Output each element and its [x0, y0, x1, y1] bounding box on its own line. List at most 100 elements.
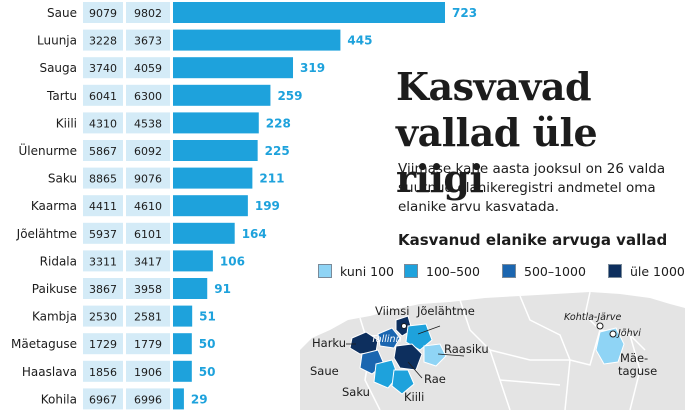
- bar-value-label: 164: [242, 227, 267, 241]
- bar-value-label: 199: [255, 199, 280, 213]
- map-legend: kuni 100 100–500 500–1000 üle 1000: [318, 261, 685, 281]
- population-before-box: [83, 222, 123, 244]
- population-after-label: 9802: [134, 7, 162, 20]
- legend-item-over-1000: üle 1000: [608, 261, 685, 281]
- population-after-label: 2581: [134, 311, 162, 324]
- legend-swatch: [404, 264, 418, 278]
- bar-value-label: 259: [277, 89, 302, 103]
- population-before-label: 5867: [89, 145, 117, 158]
- bar-value-label: 225: [265, 144, 290, 158]
- bar-value-label: 50: [199, 365, 216, 379]
- population-after-label: 9076: [134, 173, 162, 186]
- legend-label: üle 1000: [630, 263, 685, 279]
- map-tallinn: [377, 327, 401, 349]
- bar: [173, 167, 253, 189]
- legend-swatch: [318, 264, 332, 278]
- population-before-box: [83, 305, 123, 327]
- population-after-box: [126, 250, 170, 272]
- population-after-label: 6996: [134, 393, 162, 406]
- map-label-saku: Saku: [342, 385, 370, 399]
- population-before-label: 9079: [89, 7, 117, 20]
- bar: [173, 2, 445, 23]
- map-label-johvi: Jõhvi: [618, 328, 641, 339]
- category-label: Jõelähtme: [16, 227, 77, 241]
- population-after-label: 6101: [134, 228, 162, 241]
- population-after-box: [126, 29, 170, 51]
- map-label-viimsi: Viimsi: [375, 304, 410, 318]
- population-before-box: [83, 278, 123, 299]
- map-label-tallinn: Tallinn: [371, 334, 402, 345]
- map-borders: [359, 291, 646, 410]
- population-before-label: 3867: [89, 283, 117, 296]
- population-before-box: [83, 360, 123, 382]
- category-label: Tartu: [46, 89, 77, 103]
- bar: [173, 333, 192, 355]
- map-label-maetaguse-1: Mäe-: [620, 351, 649, 365]
- population-after-label: 3673: [134, 35, 162, 48]
- population-after-box: [126, 167, 170, 189]
- bar: [173, 57, 294, 79]
- johvi-marker: [609, 330, 617, 338]
- map-rae: [393, 343, 423, 371]
- map-shapes: [300, 291, 685, 410]
- population-before-label: 5937: [89, 228, 117, 241]
- bar: [173, 360, 192, 382]
- leader-lines: [346, 325, 465, 379]
- bar: [173, 112, 259, 134]
- population-before-label: 4310: [89, 117, 117, 130]
- bar-value-label: 106: [220, 254, 245, 268]
- category-label: Mäetaguse: [11, 337, 77, 351]
- category-label: Ridala: [40, 254, 77, 268]
- population-before-label: 1856: [89, 366, 117, 379]
- population-before-label: 1729: [89, 338, 117, 351]
- category-label: Paikuse: [32, 282, 77, 296]
- bar: [173, 250, 213, 272]
- map-label-joelahtme: Jõelähtme: [417, 304, 475, 318]
- population-before-label: 4411: [89, 200, 117, 213]
- population-before-box: [83, 388, 123, 410]
- category-label: Kaarma: [31, 199, 77, 213]
- population-after-box: [126, 360, 170, 382]
- bar-value-label: 211: [259, 172, 284, 186]
- headline: Kasvavad vallad üle riigi: [396, 64, 681, 202]
- map-label-kohtla-jarve: Kohtla-Järve: [564, 312, 622, 323]
- population-before-box: [83, 167, 123, 189]
- population-before-label: 6967: [89, 393, 117, 406]
- legend-label: 500–1000: [524, 263, 586, 279]
- population-after-box: [126, 222, 170, 244]
- category-label: Sauga: [39, 61, 77, 75]
- population-after-label: 3958: [134, 283, 162, 296]
- bar: [173, 388, 184, 410]
- population-before-label: 3311: [89, 255, 117, 268]
- legend-swatch: [502, 264, 516, 278]
- headline-line-2: vallad üle riigi: [396, 110, 598, 201]
- population-after-box: [126, 57, 170, 79]
- population-before-label: 3740: [89, 62, 117, 75]
- legend-item-500-1000: 500–1000: [502, 261, 586, 281]
- map-label-raasiku: Raasiku: [444, 342, 489, 356]
- description: Viimase kahe aasta jooksul on 26 valda s…: [398, 161, 666, 215]
- population-after-label: 4059: [134, 62, 162, 75]
- population-before-box: [83, 112, 123, 134]
- bar: [173, 195, 248, 217]
- map-kiili: [391, 369, 415, 395]
- category-label: Ülenurme: [18, 142, 77, 158]
- category-label: Kambja: [32, 310, 77, 324]
- category-label: Saku: [48, 172, 77, 186]
- population-before-label: 3228: [89, 35, 117, 48]
- population-after-label: 6300: [134, 90, 162, 103]
- population-after-box: [126, 305, 170, 327]
- legend-label: kuni 100: [340, 263, 395, 279]
- population-before-label: 8865: [89, 173, 117, 186]
- population-before-box: [83, 195, 123, 217]
- population-after-label: 3417: [134, 255, 162, 268]
- map-label-harku: Harku: [312, 336, 347, 350]
- bar: [173, 278, 208, 299]
- population-before-box: [83, 57, 123, 79]
- population-after-label: 4538: [134, 117, 162, 130]
- bar-value-label: 228: [266, 116, 291, 130]
- population-after-box: [126, 140, 170, 161]
- bar-value-label: 445: [347, 34, 372, 48]
- headline-line-1: Kasvavad: [396, 64, 592, 109]
